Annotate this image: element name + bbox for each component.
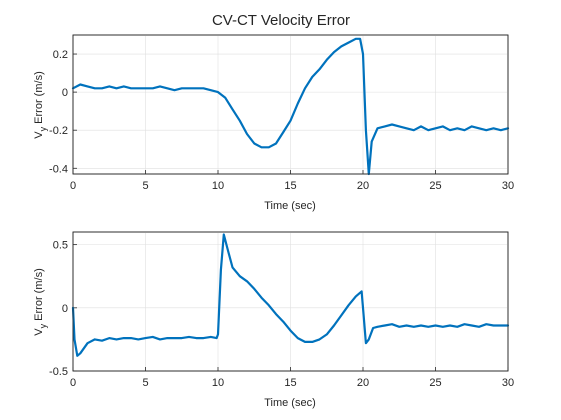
axes-frame-top bbox=[72, 34, 509, 175]
ticks-top: 0 5 10 15 20 25 30 -0.4 -0.2 0 0.2 bbox=[49, 49, 514, 192]
x-tick-label-bottom: 25 bbox=[429, 377, 441, 389]
x-tick-label-top: 5 bbox=[142, 180, 148, 192]
x-tick-label-top: 15 bbox=[284, 180, 296, 192]
x-tick-label-bottom: 10 bbox=[212, 377, 224, 389]
axes-top: 0 5 10 15 20 25 30 -0.4 -0.2 0 0.2 Time (sec) Vy E… bbox=[33, 34, 514, 212]
y-axis-label-bottom-main: V bbox=[33, 328, 45, 336]
y-axis-label-bottom: Vy Error (m/s) bbox=[33, 268, 48, 335]
axes-bottom: 0 5 10 15 20 25 30-0.500.5 Time (sec) Vy Error… bbox=[33, 231, 514, 409]
y-tick-label-bottom: -0.5 bbox=[49, 366, 68, 378]
x-tick-label-top: 20 bbox=[357, 180, 369, 192]
y-tick-label-top: -0.2 bbox=[49, 125, 68, 137]
x-tick-label-bottom: 15 bbox=[284, 377, 296, 389]
y-axis-label-top-sub: y bbox=[38, 126, 48, 131]
y-axis-label-bottom-rest: Error (m/s) bbox=[33, 268, 45, 324]
x-tick-label-bottom: 5 bbox=[142, 377, 148, 389]
y-tick-label-top: -0.4 bbox=[49, 163, 68, 175]
velocity-error-line-bottom bbox=[71, 233, 510, 357]
x-axis-label-top: Time (sec) bbox=[264, 200, 316, 212]
axes-frame-bottom bbox=[72, 231, 509, 372]
ticks-bottom: 0 5 10 15 20 25 30-0.500.5 bbox=[49, 240, 514, 389]
x-tick-label-top: 0 bbox=[70, 180, 76, 192]
x-tick-label-bottom: 30 bbox=[502, 377, 514, 389]
x-tick-label-bottom: 20 bbox=[357, 377, 369, 389]
y-tick-label-top: 0 bbox=[62, 87, 68, 99]
x-tick-label-top: 10 bbox=[212, 180, 224, 192]
y-tick-label-bottom: 0 bbox=[62, 303, 68, 315]
x-tick-label-top: 25 bbox=[429, 180, 441, 192]
x-axis-label-bottom: Time (sec) bbox=[264, 397, 316, 409]
x-tick-label-top: 30 bbox=[502, 180, 514, 192]
chart-title: CV-CT Velocity Error bbox=[212, 12, 350, 29]
y-axis-label-bottom-sub: y bbox=[38, 323, 48, 328]
y-axis-label-top: Vy Error (m/s) bbox=[33, 71, 48, 138]
gridlines-top bbox=[73, 35, 508, 174]
x-tick-label-bottom: 0 bbox=[70, 377, 76, 389]
velocity-error-line-top bbox=[71, 37, 510, 176]
y-tick-label-top: 0.2 bbox=[53, 49, 68, 61]
y-axis-label-top-main: V bbox=[33, 131, 45, 139]
y-axis-label-top-rest: Error (m/s) bbox=[33, 71, 45, 127]
y-tick-label-bottom: 0.5 bbox=[53, 240, 68, 252]
